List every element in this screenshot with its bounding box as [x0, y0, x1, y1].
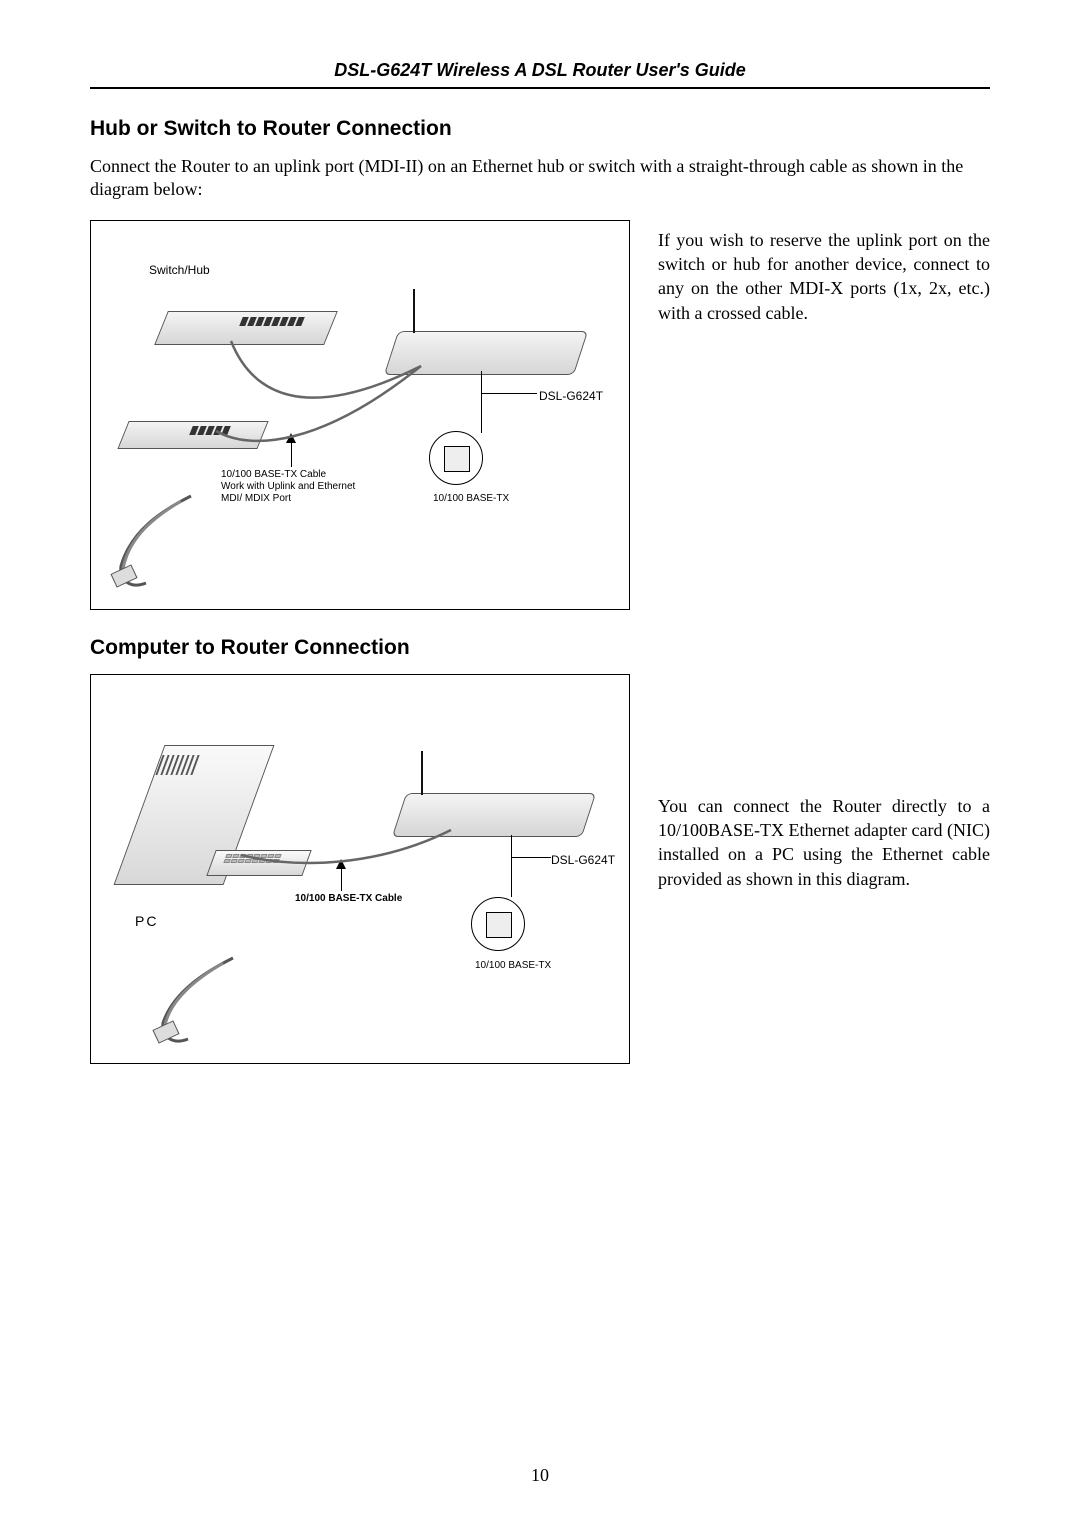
- router-label-1: DSL-G624T: [539, 389, 603, 403]
- cable-label-line3: MDI/ MDIX Port: [221, 493, 291, 505]
- pc-vents: [155, 755, 199, 775]
- switch-ports-top: [239, 317, 305, 326]
- section1-side-text: If you wish to reserve the uplink port o…: [658, 220, 990, 325]
- ethernet-cable-1: [211, 331, 471, 481]
- section2-side-text: You can connect the Router directly to a…: [658, 674, 990, 891]
- lead-router-label-2: [511, 857, 551, 858]
- router-label-2: DSL-G624T: [551, 853, 615, 867]
- connector-zoom-2: [471, 897, 525, 951]
- pc-label: PC: [135, 913, 158, 930]
- lead-router-connector-1: [481, 371, 482, 433]
- router-antenna-2: [421, 751, 423, 795]
- cable-bundle-1: [101, 491, 211, 601]
- diagram-hub-switch: Switch/Hub DSL-G624T 10/100 BASE-TX Cabl…: [90, 220, 630, 610]
- ethernet-cable-2: [231, 815, 471, 895]
- section2-row: DSL-G624T 10/100 BASE-TX Cable 10/100 BA…: [90, 674, 990, 1064]
- cable-label-line2: Work with Uplink and Ethernet: [221, 481, 355, 493]
- section1-intro: Connect the Router to an uplink port (MD…: [90, 155, 990, 202]
- section1-row: Switch/Hub DSL-G624T 10/100 BASE-TX Cabl…: [90, 220, 990, 610]
- cable-bundle-2: [143, 953, 253, 1053]
- page-header-title: DSL-G624T Wireless A DSL Router User's G…: [90, 60, 990, 89]
- lead-router-label-1: [481, 393, 537, 394]
- router-antenna-1: [413, 289, 415, 333]
- connector-inner-2: [486, 912, 512, 938]
- connector-label-1: 10/100 BASE-TX: [433, 493, 509, 505]
- section2-heading: Computer to Router Connection: [90, 636, 990, 660]
- connector-label-2: 10/100 BASE-TX: [475, 960, 551, 972]
- section1-heading: Hub or Switch to Router Connection: [90, 117, 990, 141]
- page-number: 10: [0, 1465, 1080, 1486]
- lead-router-connector-2: [511, 835, 512, 897]
- switch-hub-label: Switch/Hub: [149, 263, 210, 277]
- diagram-computer-router: DSL-G624T 10/100 BASE-TX Cable 10/100 BA…: [90, 674, 630, 1064]
